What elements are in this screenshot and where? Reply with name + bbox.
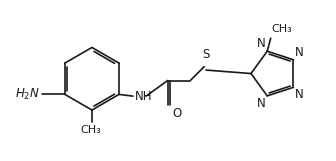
Text: $H_2N$: $H_2N$ [15, 87, 40, 102]
Text: CH₃: CH₃ [271, 24, 292, 34]
Text: N: N [257, 97, 265, 110]
Text: N: N [295, 46, 304, 59]
Text: NH: NH [135, 90, 152, 103]
Text: O: O [172, 107, 181, 120]
Text: S: S [202, 48, 210, 61]
Text: N: N [295, 88, 304, 101]
Text: CH₃: CH₃ [81, 125, 101, 135]
Text: N: N [257, 37, 265, 50]
